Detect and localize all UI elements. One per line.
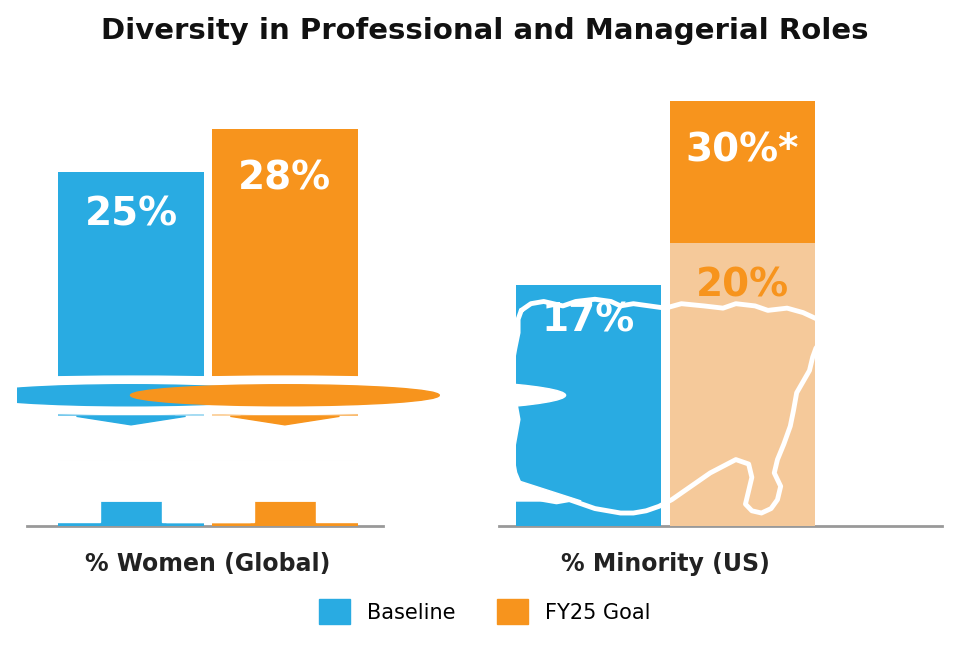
Polygon shape — [0, 461, 581, 501]
Text: 17%: 17% — [542, 302, 635, 340]
Polygon shape — [162, 501, 250, 522]
Polygon shape — [231, 416, 339, 425]
Polygon shape — [13, 501, 100, 522]
Bar — [670, 242, 815, 526]
Text: 20%: 20% — [696, 266, 789, 304]
Polygon shape — [0, 416, 302, 461]
Text: % Minority (US): % Minority (US) — [561, 552, 769, 576]
Bar — [516, 285, 661, 526]
Bar — [58, 172, 203, 526]
Text: 28%: 28% — [238, 160, 331, 198]
Circle shape — [0, 376, 412, 415]
Polygon shape — [113, 416, 456, 461]
Text: 30%*: 30%* — [686, 131, 799, 169]
Polygon shape — [77, 416, 186, 425]
Legend: Baseline, FY25 Goal: Baseline, FY25 Goal — [310, 590, 659, 633]
Polygon shape — [167, 501, 254, 522]
Circle shape — [131, 385, 439, 406]
Title: Diversity in Professional and Managerial Roles: Diversity in Professional and Managerial… — [101, 17, 868, 45]
Polygon shape — [316, 501, 403, 522]
Bar — [212, 129, 358, 526]
Polygon shape — [0, 461, 427, 501]
Circle shape — [0, 385, 286, 406]
Text: % Women (Global): % Women (Global) — [85, 552, 330, 576]
Text: 25%: 25% — [84, 195, 177, 233]
Circle shape — [4, 376, 566, 415]
Bar — [670, 101, 815, 242]
